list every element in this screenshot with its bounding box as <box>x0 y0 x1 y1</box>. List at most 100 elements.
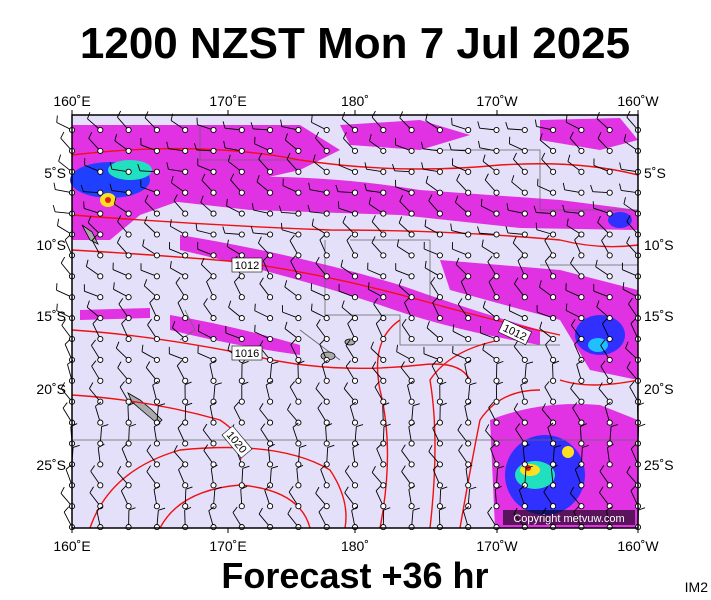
barb-station <box>267 147 274 154</box>
right-axis-label: 20˚S <box>644 381 674 397</box>
barb-feather <box>56 303 58 311</box>
barb-station <box>295 524 302 531</box>
barb-station <box>465 126 472 134</box>
barb-feather <box>458 444 463 451</box>
barb-station <box>436 377 443 384</box>
barb-station <box>125 231 132 238</box>
barb-feather <box>342 131 347 139</box>
barb-feather <box>602 318 608 324</box>
barb-feather <box>200 257 205 265</box>
barb-feather <box>340 259 344 267</box>
barb-feather <box>569 486 575 494</box>
barb-feather <box>369 134 372 142</box>
barb-feather <box>570 319 576 326</box>
barb-station <box>408 461 415 468</box>
barb-station <box>295 398 302 405</box>
barb-station <box>606 168 613 175</box>
barb-feather <box>95 401 102 407</box>
barb-station <box>380 273 387 280</box>
barb-station <box>380 377 387 384</box>
barb-station <box>578 503 585 510</box>
barb-station <box>267 273 274 280</box>
barb-station <box>125 377 132 384</box>
barb-feather <box>262 255 269 262</box>
barb-feather <box>638 423 646 427</box>
barb-station <box>550 189 557 196</box>
barb-feather <box>371 110 376 118</box>
barb-feather <box>232 506 238 513</box>
barb-feather <box>619 162 622 170</box>
barb-station <box>521 440 528 447</box>
barb-station <box>182 147 189 154</box>
left-axis-label: 10˚S <box>36 237 66 253</box>
barb-feather <box>280 119 283 127</box>
barb-station <box>210 377 217 384</box>
barb-feather <box>109 162 113 170</box>
barb-station <box>267 503 274 510</box>
barb-feather <box>197 324 200 332</box>
barb-station <box>238 294 245 301</box>
barb-station <box>578 335 585 343</box>
barb-feather <box>569 131 574 139</box>
bottom-axis-label: 170˚E <box>209 538 246 554</box>
barb-station <box>408 189 415 196</box>
barb-station <box>153 231 160 238</box>
barb-feather <box>398 279 402 286</box>
barb-feather <box>312 154 316 162</box>
barb-station <box>380 252 387 259</box>
barb-station <box>323 315 330 322</box>
left-axis-label: 25˚S <box>36 457 66 473</box>
barb-station <box>238 524 245 531</box>
barb-feather <box>552 360 560 365</box>
barb-station <box>606 398 613 405</box>
barb-feather <box>250 226 254 234</box>
barb-feather <box>482 300 486 308</box>
barb-station <box>493 168 500 175</box>
barb-station <box>125 335 132 343</box>
barb-feather <box>287 507 292 515</box>
barb-feather <box>477 121 481 129</box>
barb-feather <box>315 131 320 139</box>
barb-station <box>267 210 274 217</box>
barb-feather <box>89 382 94 389</box>
barb-station <box>408 147 415 154</box>
barb-station <box>521 147 528 154</box>
barb-feather <box>299 444 307 448</box>
barb-feather <box>623 197 626 205</box>
barb-station <box>182 126 189 134</box>
barb-feather <box>89 486 94 493</box>
barb-station <box>97 168 104 175</box>
barb-feather <box>630 443 637 450</box>
barb-station <box>380 210 387 217</box>
barb-feather <box>383 423 391 427</box>
barb-station <box>521 419 528 426</box>
barb-feather <box>119 381 125 388</box>
barb-feather <box>566 218 569 226</box>
barb-station <box>521 377 528 384</box>
left-axis-label: 5˚S <box>44 165 66 181</box>
barb-station <box>606 210 613 217</box>
barb-station <box>521 356 528 363</box>
barb-station <box>465 335 472 343</box>
barb-feather <box>439 381 447 386</box>
barb-station <box>550 377 557 384</box>
barb-station <box>493 126 500 134</box>
barb-station <box>351 252 359 259</box>
barb-station <box>267 126 274 134</box>
barb-feather <box>599 486 604 493</box>
barb-station <box>323 461 330 468</box>
barb-feather <box>597 215 601 223</box>
barb-feather <box>570 256 575 264</box>
barb-feather <box>469 382 477 386</box>
barb-feather <box>52 204 56 212</box>
barb-station <box>323 524 330 531</box>
barb-station <box>125 461 132 468</box>
barb-station <box>97 419 104 426</box>
barb-station <box>550 482 557 489</box>
barb-feather <box>152 380 159 386</box>
barb-feather <box>574 339 580 345</box>
barb-feather <box>488 401 494 408</box>
barb-feather <box>582 444 590 448</box>
top-axis-label: 160˚W <box>617 93 659 109</box>
barb-feather <box>513 340 519 347</box>
